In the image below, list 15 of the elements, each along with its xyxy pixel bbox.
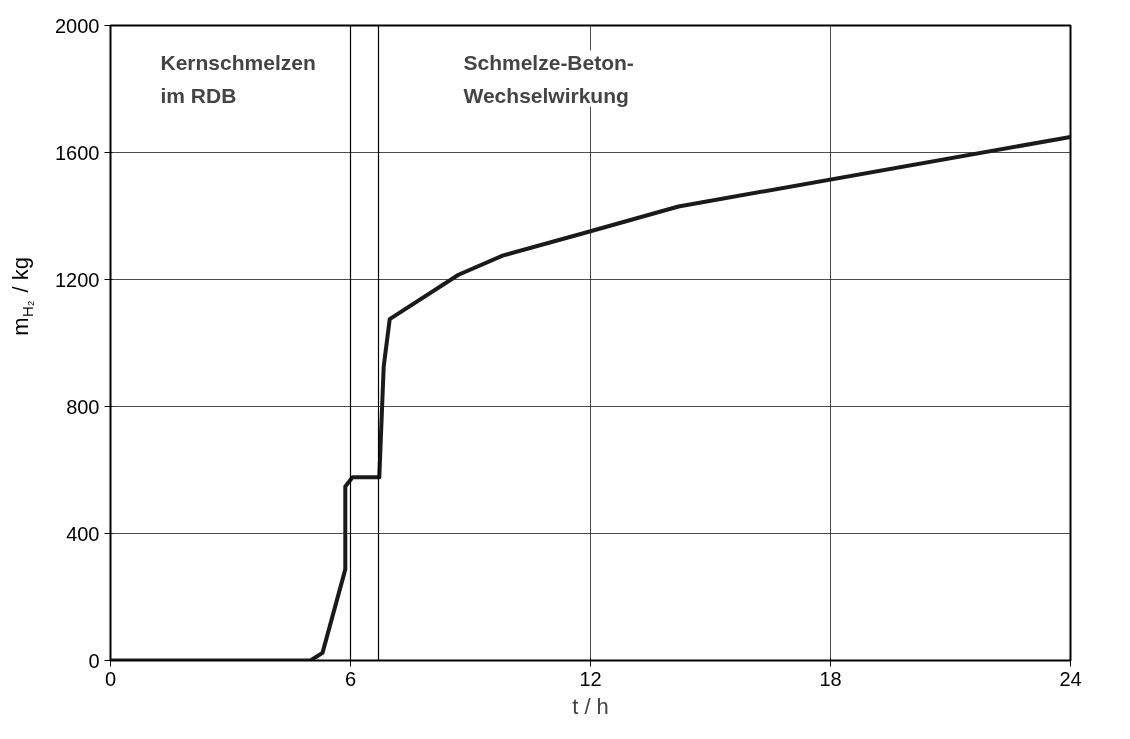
y-tick-label: 1600 bbox=[55, 141, 100, 164]
x-tick-label: 6 bbox=[344, 667, 357, 690]
annotation: Kernschmelzen im RDB bbox=[160, 50, 316, 107]
x-tick-label: 18 bbox=[819, 667, 842, 690]
y-tick-label: 2000 bbox=[55, 14, 100, 37]
y-tick-label: 400 bbox=[66, 522, 100, 545]
x-tick-label: 24 bbox=[1059, 667, 1082, 690]
y-tick-label: 1200 bbox=[55, 268, 100, 291]
y-axis-title: mH₂ / kg bbox=[8, 256, 36, 336]
x-axis-title: t / h bbox=[572, 693, 609, 719]
annotation: Schmelze-Beton- Wechselwirkung bbox=[463, 50, 634, 107]
x-tick-label: 0 bbox=[104, 667, 117, 690]
y-tick-label: 800 bbox=[66, 395, 100, 418]
x-tick-label: 12 bbox=[579, 667, 602, 690]
y-tick-label: 0 bbox=[88, 649, 100, 672]
